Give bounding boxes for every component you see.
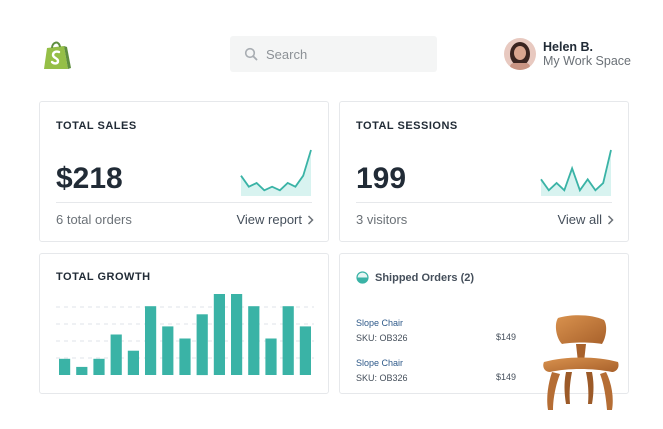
total-orders-text: 6 total orders	[56, 212, 132, 227]
growth-bar	[145, 306, 157, 375]
chevron-right-icon	[307, 214, 314, 225]
avatar[interactable]	[504, 38, 536, 70]
total-sessions-value: 199	[356, 162, 407, 195]
growth-bar	[110, 334, 122, 375]
divider	[356, 202, 612, 203]
total-growth-card: TOTAL GROWTH	[39, 253, 329, 394]
order-product-name[interactable]: Slope Chair	[356, 358, 404, 368]
growth-bar	[179, 338, 191, 375]
order-sku: SKU: OB326	[356, 333, 408, 343]
order-price: $149	[495, 332, 516, 342]
view-report-label: View report	[236, 212, 302, 227]
search-input[interactable]	[266, 46, 426, 62]
chevron-right-icon	[607, 214, 614, 225]
view-all-label: View all	[557, 212, 602, 227]
card-title: TOTAL GROWTH	[56, 271, 151, 283]
growth-bar	[231, 294, 243, 375]
growth-bar-chart	[56, 294, 314, 376]
card-title: TOTAL SESSIONS	[356, 120, 458, 132]
view-report-link[interactable]: View report	[236, 212, 314, 227]
shipped-orders-title: Shipped Orders (2)	[375, 271, 475, 284]
growth-bar	[93, 358, 105, 375]
shopify-logo-icon[interactable]	[40, 38, 74, 72]
chair-product-image	[543, 315, 619, 410]
sessions-sparkline	[540, 149, 612, 196]
growth-bar	[162, 326, 174, 375]
sparkline-line	[540, 149, 612, 193]
sparkline-area	[541, 150, 611, 196]
growth-bar	[76, 366, 88, 375]
search-bar[interactable]	[230, 36, 437, 72]
growth-bar	[59, 358, 71, 375]
sparkline-line	[240, 149, 312, 192]
sales-sparkline	[240, 149, 312, 196]
visitors-text: 3 visitors	[356, 212, 408, 227]
order-price: $149	[495, 372, 516, 382]
divider	[56, 202, 312, 203]
sparkline-area	[241, 150, 311, 196]
total-sessions-card: TOTAL SESSIONS 199 3 visitors View all	[339, 101, 629, 242]
growth-bar	[213, 294, 225, 375]
growth-bar	[265, 338, 277, 375]
growth-bar	[248, 306, 260, 375]
total-sales-card: TOTAL SALES $218 6 total orders View rep…	[39, 101, 329, 242]
order-product-name[interactable]: Slope Chair	[356, 318, 404, 328]
user-menu[interactable]: Helen B. My Work Space	[504, 38, 631, 70]
workspace-name: My Work Space	[543, 54, 631, 68]
user-name: Helen B.	[543, 40, 594, 54]
growth-bar	[196, 314, 208, 376]
view-all-link[interactable]: View all	[557, 212, 614, 227]
growth-bar	[282, 306, 294, 375]
total-sales-value: $218	[56, 162, 123, 195]
growth-bar	[299, 326, 311, 375]
order-sku: SKU: OB326	[356, 373, 408, 383]
search-icon	[244, 47, 258, 61]
half-circle-icon	[356, 271, 369, 284]
shipped-orders-header: Shipped Orders (2)	[356, 271, 474, 284]
card-title: TOTAL SALES	[56, 120, 137, 132]
order-item[interactable]: Slope Chair SKU: OB326 $149	[356, 318, 516, 343]
order-item[interactable]: Slope Chair SKU: OB326 $149	[356, 358, 516, 383]
growth-bar	[127, 350, 139, 375]
